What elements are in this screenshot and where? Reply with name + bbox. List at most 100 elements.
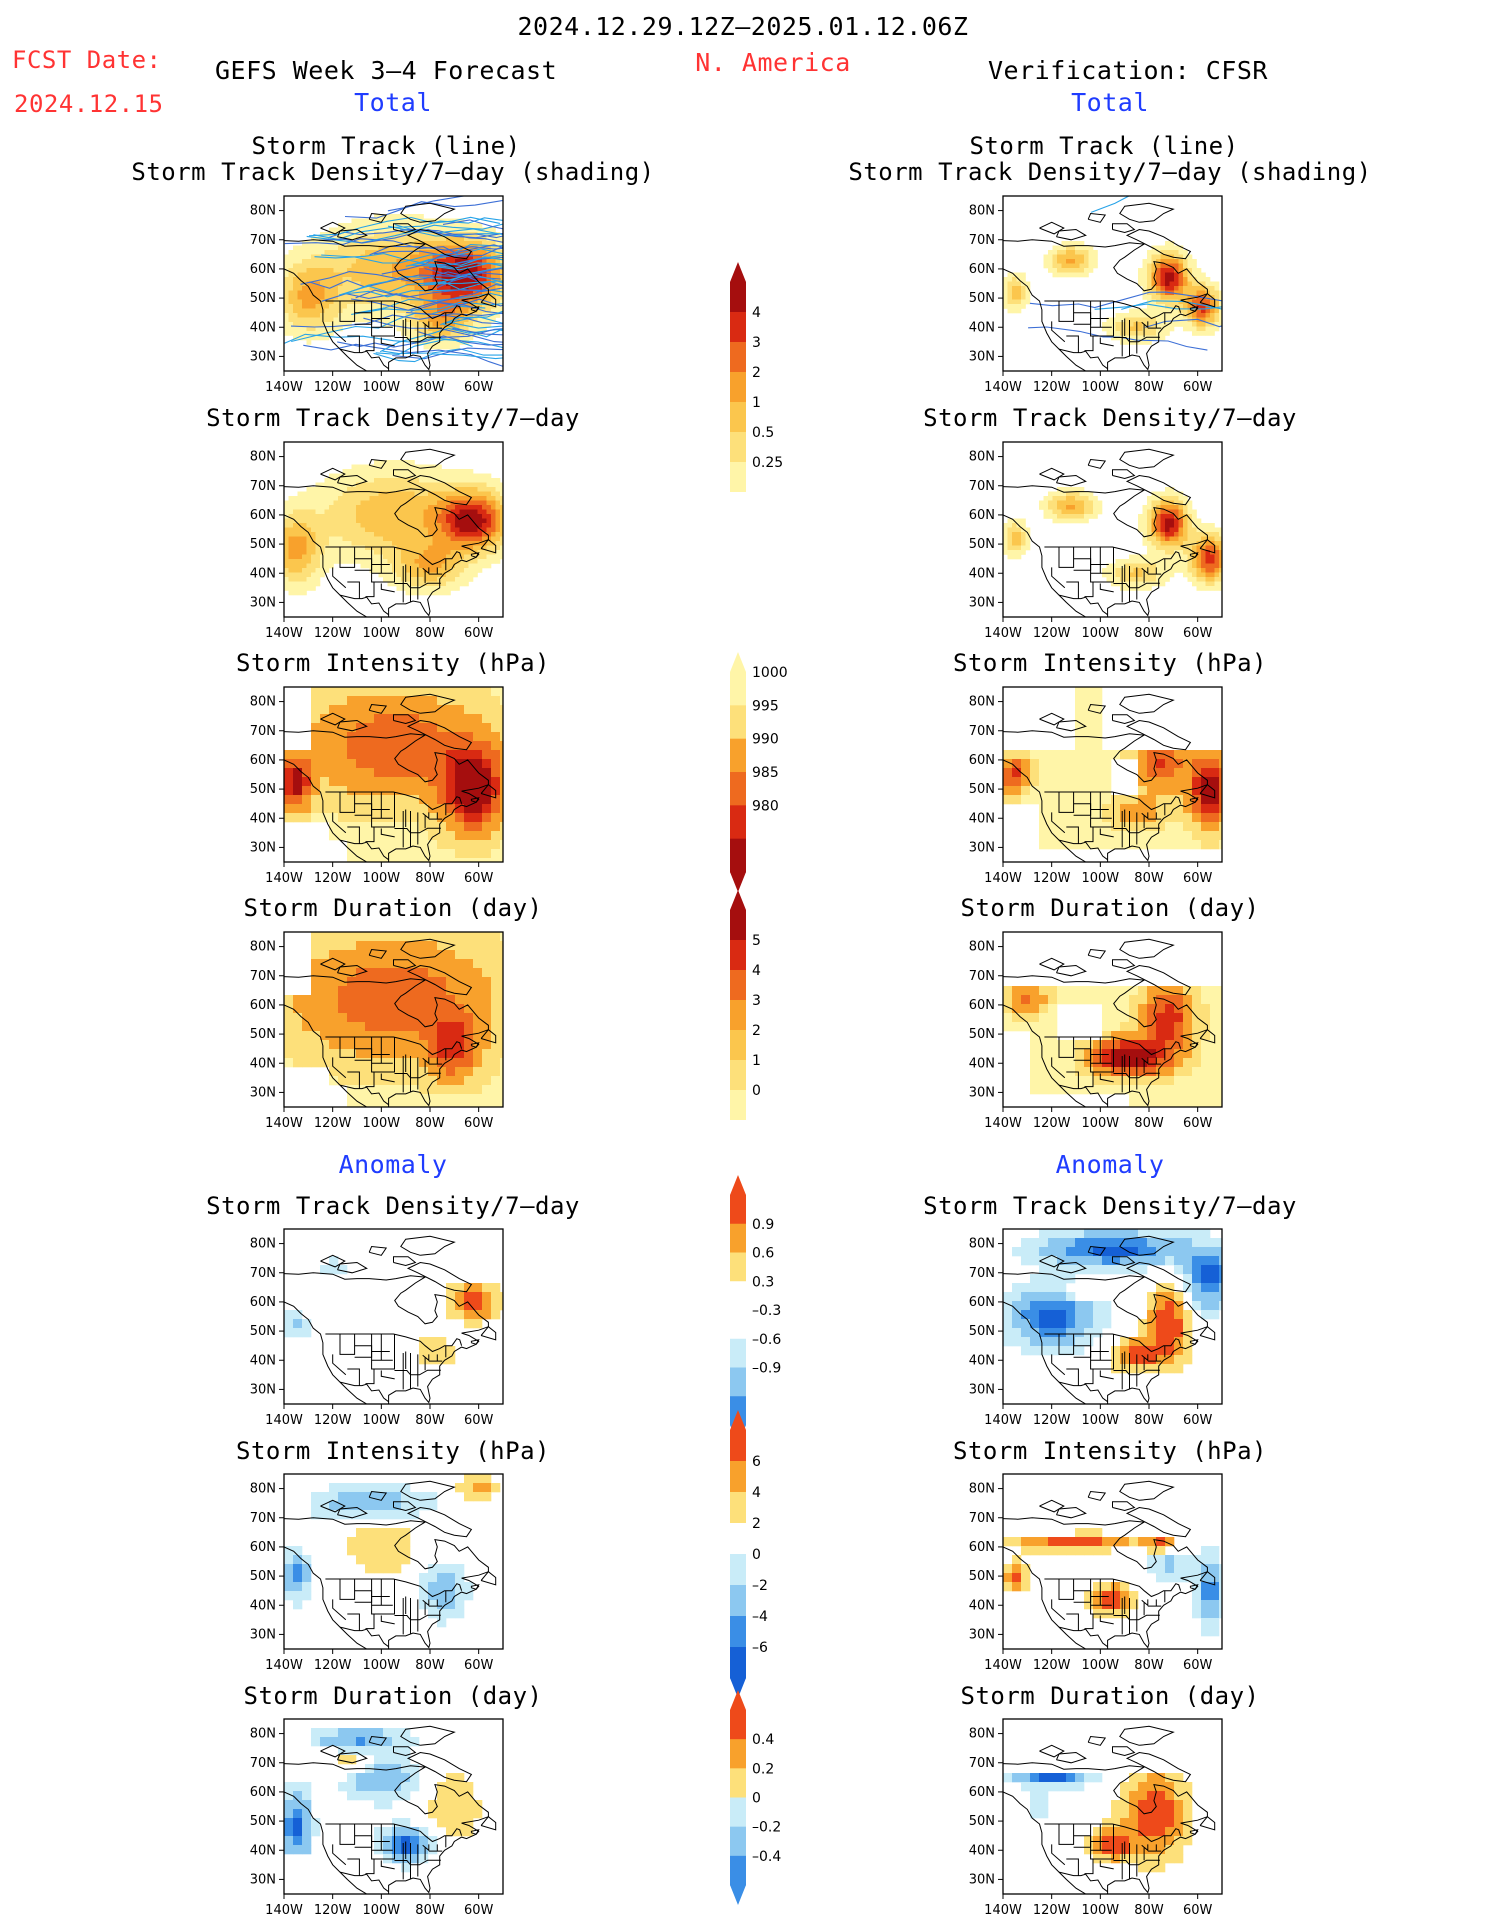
heatmap-cell	[397, 550, 402, 555]
heatmap-cell	[491, 804, 500, 813]
heatmap-cell	[1147, 986, 1156, 995]
heatmap-cell	[347, 1076, 356, 1085]
heatmap-cell	[1102, 568, 1107, 573]
heatmap-cell	[1174, 995, 1183, 1004]
heatmap-cell	[352, 259, 357, 264]
heatmap-cell	[1008, 523, 1013, 528]
heatmap-cell	[433, 577, 438, 582]
heatmap-cell	[455, 282, 460, 287]
heatmap-cell	[1084, 1049, 1093, 1058]
heatmap-cell	[469, 492, 474, 497]
heatmap-cell	[356, 950, 365, 959]
heatmap-cell	[284, 528, 289, 533]
heatmap-cell	[383, 1085, 392, 1094]
heatmap-cell	[374, 959, 383, 968]
lon-tick-label: 120W	[1033, 626, 1071, 641]
heatmap-cell	[1066, 250, 1071, 255]
lon-tick-label: 60W	[1183, 871, 1213, 886]
heatmap-cell	[307, 318, 312, 323]
heatmap-cell	[442, 528, 447, 533]
heatmap-cell	[1008, 537, 1013, 542]
heatmap-cell	[388, 528, 393, 533]
heatmap-cell	[1215, 546, 1220, 551]
heatmap-cell	[392, 858, 401, 867]
heatmap-cell	[316, 523, 321, 528]
heatmap-cell	[437, 768, 446, 777]
heatmap-cell	[329, 995, 338, 1004]
heatmap-cell	[338, 514, 343, 519]
heatmap-cell	[1165, 327, 1170, 332]
heatmap-cell	[320, 687, 329, 696]
heatmap-cell	[1201, 759, 1210, 768]
heatmap-cell	[1075, 795, 1084, 804]
heatmap-cell	[361, 496, 366, 501]
heatmap-cell	[1003, 995, 1012, 1004]
heatmap-cell	[464, 478, 469, 483]
heatmap-cell	[356, 478, 361, 483]
heatmap-cell	[1161, 246, 1166, 251]
heatmap-cell	[293, 327, 298, 332]
heatmap-cell	[1093, 986, 1102, 995]
heatmap-cell	[460, 241, 465, 246]
heatmap-cell	[356, 795, 365, 804]
heatmap-cell	[482, 849, 491, 858]
heatmap-cell	[334, 501, 339, 506]
heatmap-cell	[446, 759, 455, 768]
heatmap-cell	[320, 250, 325, 255]
heatmap-cell	[464, 822, 473, 831]
heatmap-cell	[325, 259, 330, 264]
lat-tick-label: 70N	[969, 479, 995, 494]
heatmap-cell	[433, 483, 438, 488]
heatmap-cell	[370, 487, 375, 492]
heatmap-cell	[325, 501, 330, 506]
heatmap-cell	[329, 804, 338, 813]
heatmap-cell	[1201, 986, 1210, 995]
heatmap-cell	[482, 550, 487, 555]
heatmap-cell	[1138, 1103, 1147, 1112]
heatmap-cell	[302, 1049, 311, 1058]
lat-tick-label: 80N	[969, 450, 995, 465]
heatmap-cell	[334, 246, 339, 251]
heatmap-cell	[1170, 532, 1175, 537]
heatmap-cell	[1057, 510, 1062, 515]
heatmap-cell	[1219, 750, 1228, 759]
heatmap-cell	[374, 550, 379, 555]
heatmap-cell	[374, 469, 379, 474]
heatmap-cell	[1003, 286, 1008, 291]
heatmap-cell	[1017, 555, 1022, 560]
heatmap-cell	[442, 591, 447, 596]
heatmap-cell	[464, 282, 469, 287]
heatmap-cell	[1111, 1022, 1120, 1031]
heatmap-cell	[284, 586, 289, 591]
heatmap-cell	[1017, 300, 1022, 305]
heatmap-cell	[374, 1076, 383, 1085]
heatmap-cell	[500, 687, 509, 696]
heatmap-cell	[1021, 304, 1026, 309]
heatmap-cell	[293, 1004, 302, 1013]
heatmap-cell	[293, 541, 298, 546]
heatmap-cell	[356, 1031, 365, 1040]
heatmap-cell	[401, 1076, 410, 1085]
heatmap-cell	[1048, 777, 1057, 786]
heatmap-cell	[1143, 541, 1148, 546]
heatmap-cell	[311, 573, 316, 578]
heatmap-cell	[1215, 282, 1220, 287]
heatmap-cell	[446, 532, 451, 537]
heatmap-cell	[433, 550, 438, 555]
heatmap-cell	[383, 577, 388, 582]
heatmap-cell	[487, 505, 492, 510]
heatmap-cell	[1116, 573, 1121, 578]
heatmap-cell	[1116, 331, 1121, 336]
heatmap-cell	[1147, 282, 1152, 287]
heatmap-cell	[460, 577, 465, 582]
heatmap-cell	[302, 268, 307, 273]
heatmap-cell	[379, 537, 384, 542]
lat-tick-label: 60N	[250, 508, 276, 523]
heatmap-cell	[1179, 505, 1184, 510]
heatmap-cell	[284, 750, 293, 759]
heatmap-cell	[1093, 759, 1102, 768]
heatmap-cell	[1057, 1040, 1066, 1049]
heatmap-cell	[1116, 568, 1121, 573]
heatmap-cell	[1048, 1013, 1057, 1022]
heatmap-cell	[1170, 250, 1175, 255]
